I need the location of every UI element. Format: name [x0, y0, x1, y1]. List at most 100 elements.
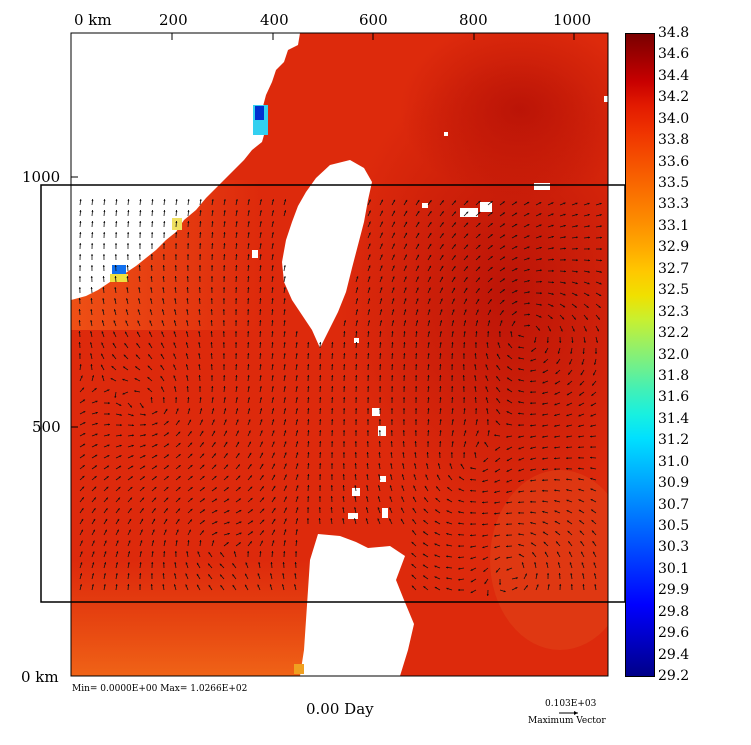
current-vector-head: [259, 309, 262, 311]
current-vector-head: [103, 210, 106, 212]
current-vector-head: [272, 199, 275, 202]
current-vector-head: [247, 254, 250, 257]
current-vector-head: [555, 371, 558, 374]
current-vector-head: [83, 433, 86, 435]
current-vector-head: [415, 408, 418, 410]
current-vector-head: [366, 496, 369, 499]
current-vector-head: [401, 518, 403, 521]
current-vector-head: [482, 501, 485, 504]
current-vector-head: [597, 317, 600, 320]
current-vector-head: [235, 364, 238, 366]
current-vector-head: [175, 540, 178, 543]
current-vector-head: [527, 246, 530, 249]
current-vector-head: [355, 342, 358, 344]
current-vector-head: [201, 530, 204, 533]
current-vector-head: [417, 221, 420, 225]
current-vector-head: [283, 276, 286, 279]
current-vector-head: [198, 287, 201, 289]
current-vector-head: [391, 408, 394, 410]
current-vector-head: [166, 465, 169, 468]
current-vector-head: [546, 341, 549, 343]
current-vector-head: [151, 199, 154, 202]
current-vector-head: [116, 529, 119, 532]
current-vector-head: [474, 452, 477, 455]
current-vector-head: [451, 342, 454, 345]
current-vector-head: [482, 557, 485, 560]
current-vector-head: [283, 265, 286, 268]
current-vector-head: [393, 210, 395, 213]
current-vector-head: [249, 475, 252, 478]
current-vector-head: [247, 331, 250, 333]
current-vector-head: [135, 354, 138, 357]
current-vector-head: [392, 265, 395, 268]
current-vector-head: [283, 353, 286, 356]
current-vector-head: [202, 476, 205, 479]
current-vector-head: [557, 562, 560, 565]
current-vector-head: [417, 211, 420, 214]
current-vector-head: [591, 509, 594, 512]
current-vector-head: [259, 342, 262, 344]
current-vector-head: [123, 366, 126, 369]
current-vector-head: [378, 419, 381, 421]
current-vector-head: [260, 408, 263, 411]
current-vector-head: [502, 278, 505, 281]
current-vector-head: [125, 320, 128, 323]
current-vector-head: [173, 342, 176, 345]
colorbar-label: 29.4: [658, 646, 690, 663]
current-vector-head: [506, 423, 509, 426]
current-vector-head: [563, 236, 566, 239]
current-vector-head: [567, 382, 570, 385]
current-vector-head: [554, 521, 557, 523]
current-vector-head: [514, 311, 517, 314]
current-vector-head: [208, 552, 211, 555]
current-vector-head: [414, 419, 417, 421]
current-vector-head: [138, 276, 141, 279]
current-vector-head: [247, 309, 250, 311]
current-vector-head: [235, 287, 238, 289]
current-vector-head: [105, 497, 108, 500]
current-vector-head: [380, 254, 383, 257]
current-vector-head: [200, 419, 203, 422]
current-vector-head: [552, 269, 554, 272]
current-vector-head: [465, 255, 468, 258]
river-plume-mid: [172, 218, 182, 230]
current-vector-head: [271, 342, 274, 345]
current-vector-head: [162, 265, 165, 267]
current-vector-head: [368, 309, 371, 312]
current-vector-head: [584, 329, 587, 332]
current-vector-head: [478, 200, 481, 203]
current-vector-head: [235, 199, 238, 202]
current-vector-head: [496, 376, 499, 379]
current-vector-head: [380, 287, 383, 290]
current-vector-head: [211, 232, 214, 235]
current-vector-head: [368, 221, 371, 224]
current-vector-head: [208, 574, 211, 577]
current-vector-head: [261, 497, 264, 500]
current-vector-head: [248, 408, 251, 411]
current-vector-head: [174, 386, 177, 389]
current-vector-head: [271, 364, 274, 367]
current-vector-head: [151, 232, 154, 234]
current-vector-head: [510, 331, 513, 334]
current-vector-head: [368, 232, 371, 235]
current-vector-head: [546, 562, 549, 565]
current-vector-head: [198, 265, 201, 267]
current-vector-head: [272, 408, 275, 411]
current-vector-head: [319, 474, 322, 476]
current-vector-head: [102, 276, 105, 278]
current-vector-head: [143, 413, 146, 416]
island: [354, 338, 359, 343]
current-vector-head: [415, 364, 418, 366]
current-vector-head: [502, 223, 505, 226]
current-vector-head: [154, 476, 157, 479]
current-vector-head: [401, 485, 404, 488]
current-vector-head: [245, 584, 247, 587]
current-vector-head: [423, 575, 426, 578]
current-vector-head: [527, 213, 530, 215]
current-vector-head: [414, 463, 417, 466]
current-vector-head: [592, 541, 595, 544]
current-vector-head: [518, 501, 520, 504]
current-vector-head: [129, 518, 132, 522]
current-vector-head: [117, 508, 120, 511]
current-vector-head: [283, 342, 286, 345]
